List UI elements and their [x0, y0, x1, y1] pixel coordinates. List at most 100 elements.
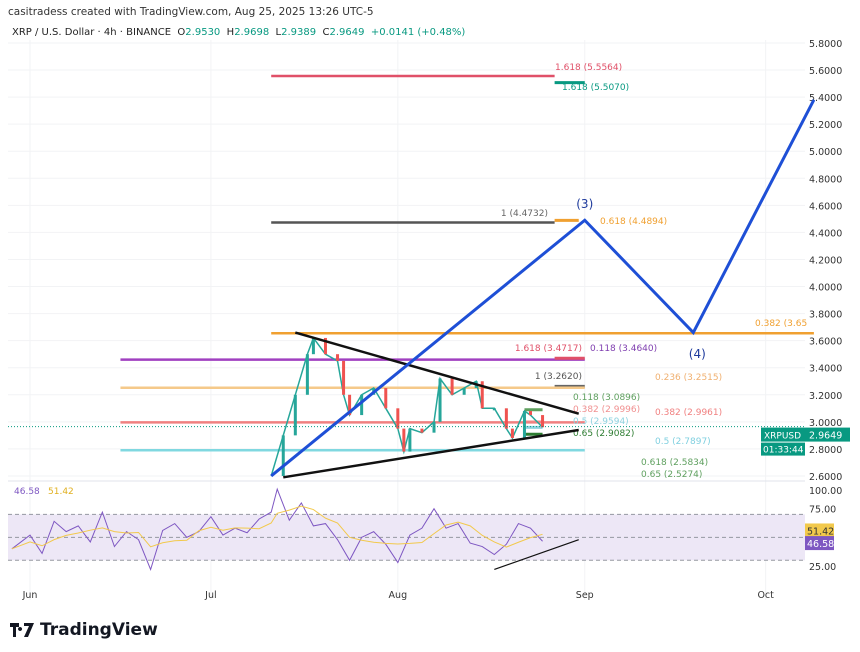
symbol-legend: XRP / U.S. Dollar · 4h · BINANCE O2.9530…: [12, 27, 465, 38]
candle: [342, 360, 346, 395]
high-label: H: [226, 27, 235, 38]
open-value: 2.9530: [185, 27, 221, 38]
fib-level-label: 0.118 (3.4640): [590, 344, 657, 354]
candle: [293, 394, 297, 436]
price-tick: 3.0000: [809, 418, 842, 429]
rsi-trendline: [494, 539, 579, 571]
change-value: +0.0141 (+0.48%): [370, 27, 466, 38]
ticker-tag-bg: [761, 427, 805, 442]
rsi-badge-text: 46.58: [807, 539, 834, 550]
low-label: L: [275, 27, 282, 38]
candle: [360, 394, 364, 416]
candle: [450, 378, 454, 395]
low-value: 2.9389: [281, 27, 317, 38]
time-tick: Jul: [204, 590, 216, 601]
candle: [510, 428, 514, 439]
candle: [305, 354, 309, 395]
price-chart[interactable]: 5.8000 5.6000 5.4000 5.2000 5.0000 4.8000 4.60…: [0, 0, 860, 612]
candle: [281, 435, 285, 476]
last-price: 2.9649: [809, 431, 842, 442]
candle: [492, 408, 496, 411]
attribution: casitradess created with TradingView.com…: [8, 6, 374, 18]
fib-level-label: 1 (3.2620): [535, 372, 582, 382]
price-tick: 5.2000: [809, 120, 842, 131]
candle: [541, 415, 545, 428]
fib-level-label: 0.118 (3.0896): [573, 393, 640, 403]
rsi-ma-line: [11, 505, 543, 550]
rsi-badge: [805, 536, 834, 551]
price-tick: 3.6000: [809, 337, 842, 348]
fib-level-label: 1.618 (5.5564): [555, 63, 622, 73]
close-label: C: [322, 27, 330, 38]
price-tick: 3.4000: [809, 364, 842, 375]
fib-level-label: 0.618 (4.4894): [600, 217, 667, 227]
rsi-ma-badge-text: 51.42: [807, 526, 834, 537]
time-tick: Sep: [576, 590, 594, 601]
close-value: 2.9649: [329, 27, 365, 38]
triangle-upper-line: [294, 331, 580, 415]
price-tick: 4.2000: [809, 255, 842, 266]
candle: [504, 408, 508, 429]
fib-level-label: 0.382 (2.9961): [655, 408, 722, 418]
price-tick: 3.8000: [809, 310, 842, 321]
time-tick: Aug: [389, 590, 408, 601]
rsi-tick: 100.00: [809, 486, 842, 497]
fib-level-label: 0.65 (2.5274): [641, 470, 702, 480]
fib-level-label: 0.5 (2.7897): [655, 437, 711, 447]
price-tick: 5.4000: [809, 93, 842, 104]
price-tick: 2.8000: [809, 445, 842, 456]
price-tick: 4.6000: [809, 201, 842, 212]
rsi-line: [11, 487, 543, 571]
tradingview-logo-icon: [10, 623, 34, 637]
last-price-badge: [805, 427, 850, 442]
wave-label-4: (4): [689, 347, 706, 361]
candle: [432, 421, 436, 433]
triangle-lower-line: [283, 428, 579, 479]
candle: [462, 388, 466, 395]
candle: [396, 408, 400, 429]
ticker-tag: XRPUSD: [764, 432, 801, 442]
time-tick: Jun: [22, 590, 38, 601]
price-tick: 5.0000: [809, 147, 842, 158]
candle: [522, 411, 526, 439]
open-label: O: [177, 27, 186, 38]
bar-countdown: 01:33:44: [763, 446, 804, 456]
candle: [336, 354, 340, 361]
symbol-name[interactable]: XRP / U.S. Dollar · 4h · BINANCE: [12, 27, 172, 38]
wave-label-3: (3): [576, 197, 593, 211]
fib-level-label: 0.5 (2.9594): [573, 417, 629, 427]
price-tick: 5.8000: [809, 39, 842, 50]
price-tick: 4.0000: [809, 283, 842, 294]
candle: [438, 378, 442, 422]
countdown-bg: [761, 442, 805, 456]
rsi-ma-badge: [805, 523, 834, 538]
fib-level-label: 0.65 (2.9082): [573, 429, 634, 439]
fib-level-label: 1.618 (5.5070): [562, 83, 629, 93]
price-tick: 2.6000: [809, 472, 842, 483]
candle: [408, 428, 412, 452]
candle: [384, 388, 388, 409]
logo-text: TradingView: [40, 620, 158, 640]
price-tick: 5.6000: [809, 66, 842, 77]
candle: [311, 337, 315, 355]
rsi-ma-value: 51.42: [48, 487, 74, 497]
rsi-value: 46.58: [14, 487, 40, 497]
rsi-band: [8, 514, 805, 561]
wave-projection-line: [270, 99, 816, 478]
candle: [480, 381, 484, 409]
fib-level-label: 0.236 (3.2515): [655, 373, 722, 383]
candle: [528, 411, 532, 416]
fib-level-label: 0.618 (2.5834): [641, 458, 708, 468]
candle: [348, 394, 352, 416]
rsi-tick: 75.00: [809, 505, 836, 516]
rsi-tick: 25.00: [809, 562, 836, 573]
time-tick: Oct: [757, 590, 774, 601]
candle: [323, 337, 327, 355]
price-tick: 4.4000: [809, 228, 842, 239]
fib-level-label: 0.382 (3.65: [755, 319, 807, 329]
fib-level-label: 0.382 (2.9996): [573, 405, 640, 415]
price-tick: 4.8000: [809, 174, 842, 185]
price-tick: 3.2000: [809, 391, 842, 402]
tradingview-logo[interactable]: TradingView: [10, 620, 158, 640]
